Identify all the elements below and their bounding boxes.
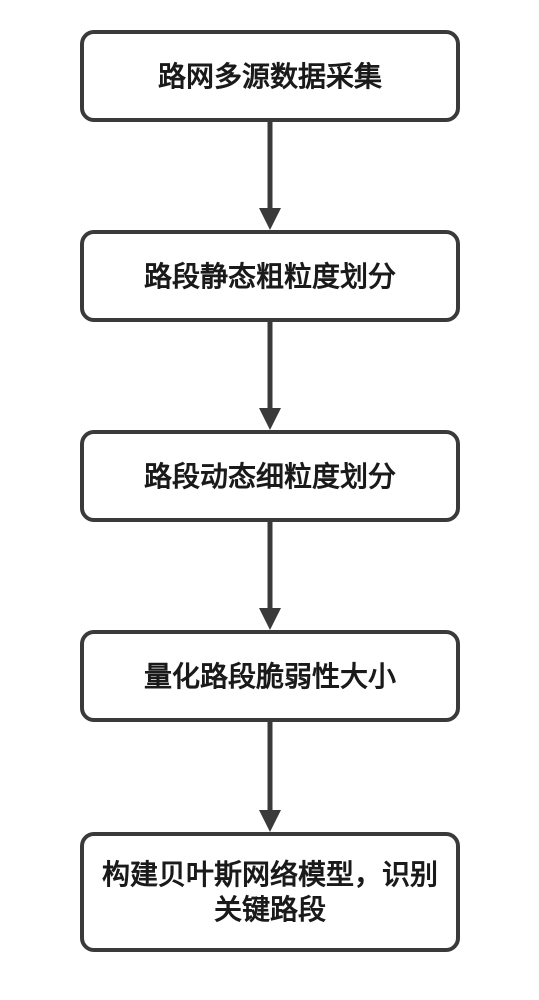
flow-arrow-1	[257, 122, 283, 230]
flow-node-2: 路段静态粗粒度划分	[80, 230, 460, 322]
flow-node-4: 量化路段脆弱性大小	[80, 630, 460, 722]
flow-arrow-2	[257, 322, 283, 430]
flowchart-canvas: 路网多源数据采集 路段静态粗粒度划分 路段动态细粒度划分 量化路段脆弱性大小 构…	[0, 0, 539, 1000]
flow-arrow-3	[257, 522, 283, 630]
flow-arrow-4	[257, 722, 283, 832]
flow-node-5-label: 构建贝叶斯网络模型，识别关键路段	[98, 857, 442, 927]
flow-node-3: 路段动态细粒度划分	[80, 430, 460, 522]
flow-node-1: 路网多源数据采集	[80, 30, 460, 122]
flow-node-3-label: 路段动态细粒度划分	[144, 459, 396, 494]
flow-node-5: 构建贝叶斯网络模型，识别关键路段	[80, 832, 460, 952]
flow-node-2-label: 路段静态粗粒度划分	[144, 259, 396, 294]
flow-node-1-label: 路网多源数据采集	[158, 59, 382, 94]
flow-node-4-label: 量化路段脆弱性大小	[144, 659, 396, 694]
